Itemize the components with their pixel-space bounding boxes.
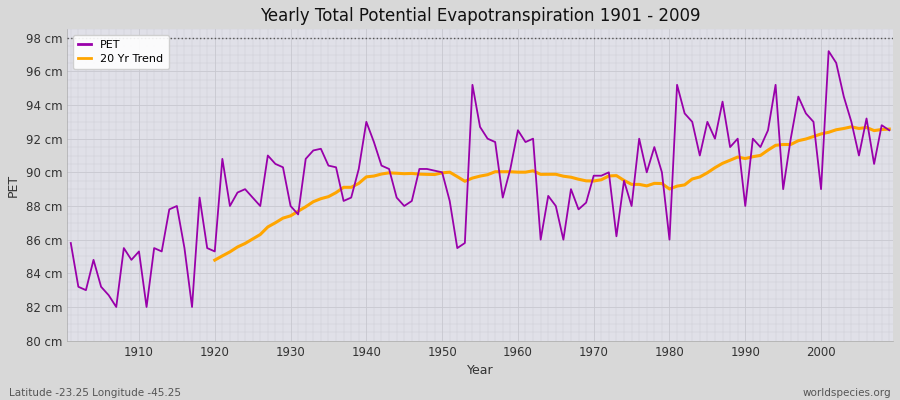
X-axis label: Year: Year <box>467 364 493 377</box>
Y-axis label: PET: PET <box>7 173 20 196</box>
Text: worldspecies.org: worldspecies.org <box>803 388 891 398</box>
Text: Latitude -23.25 Longitude -45.25: Latitude -23.25 Longitude -45.25 <box>9 388 181 398</box>
PET <box>611 234 622 239</box>
20 Yr Trend <box>680 182 690 187</box>
20 Yr Trend <box>846 124 857 129</box>
20 Yr Trend <box>884 127 895 132</box>
20 Yr Trend <box>414 172 425 176</box>
PET <box>520 140 531 144</box>
20 Yr Trend <box>786 142 796 147</box>
20 Yr Trend <box>861 125 872 130</box>
PET <box>512 128 523 133</box>
20 Yr Trend <box>210 258 220 262</box>
PET <box>111 304 122 309</box>
Line: 20 Yr Trend: 20 Yr Trend <box>215 127 889 260</box>
Legend: PET, 20 Yr Trend: PET, 20 Yr Trend <box>73 35 169 70</box>
PET <box>824 49 834 54</box>
PET <box>301 156 311 161</box>
PET <box>66 241 77 246</box>
20 Yr Trend <box>301 204 311 209</box>
Line: PET: PET <box>71 51 889 307</box>
PET <box>133 249 144 254</box>
Title: Yearly Total Potential Evapotranspiration 1901 - 2009: Yearly Total Potential Evapotranspiratio… <box>260 7 700 25</box>
PET <box>346 195 356 200</box>
20 Yr Trend <box>770 143 781 148</box>
PET <box>884 128 895 133</box>
